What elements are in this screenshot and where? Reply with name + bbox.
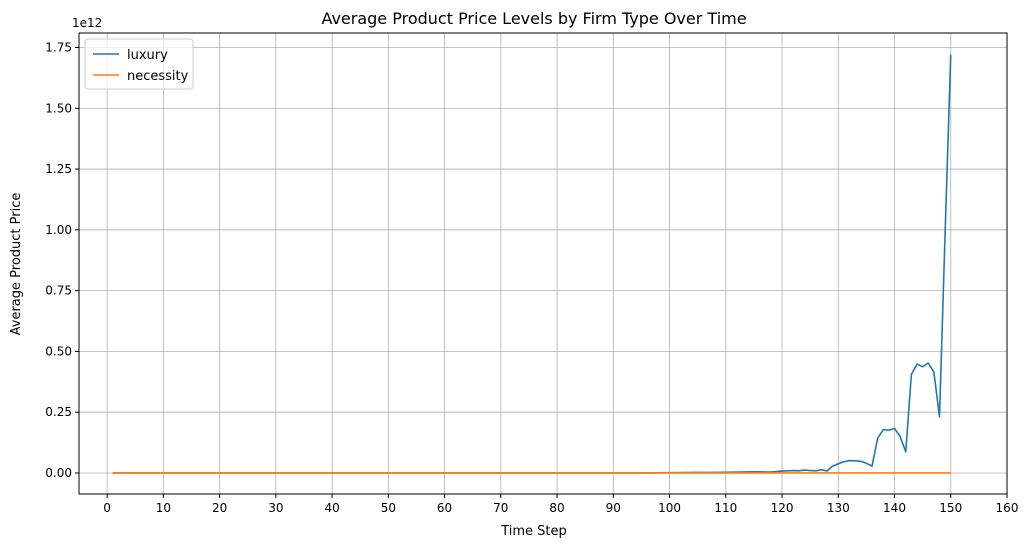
series-line-luxury bbox=[112, 54, 952, 474]
y-axis-ticks: 0.00 0.25 0.50 0.75 1.00 1.25 1.50 1.75 bbox=[45, 40, 79, 480]
legend-box bbox=[84, 38, 194, 90]
x-tick-label: 110 bbox=[714, 501, 737, 515]
x-tick-label: 40 bbox=[324, 501, 339, 515]
x-tick-label: 10 bbox=[156, 501, 171, 515]
x-tick-label: 130 bbox=[827, 501, 850, 515]
x-tick-label: 150 bbox=[939, 501, 962, 515]
y-tick-label: 1.75 bbox=[45, 40, 72, 54]
y-axis-label: Average Product Price bbox=[9, 193, 24, 336]
plot-frame bbox=[78, 32, 1008, 495]
y-tick-label: 1.00 bbox=[45, 223, 72, 237]
y-tick-label: 0.75 bbox=[45, 284, 72, 298]
x-tick-label: 20 bbox=[212, 501, 227, 515]
x-axis-label: Time Step bbox=[500, 524, 567, 539]
series-group bbox=[112, 54, 952, 474]
y-offset-label: 1e12 bbox=[72, 16, 102, 30]
x-tick-label: 100 bbox=[658, 501, 681, 515]
x-tick-label: 140 bbox=[883, 501, 906, 515]
x-tick-label: 70 bbox=[493, 501, 508, 515]
x-axis-ticks: 0 10 20 30 40 50 60 70 80 90 100 110 120 130 140 150 160 bbox=[103, 494, 1018, 515]
legend-label-necessity: necessity bbox=[127, 69, 189, 84]
legend: luxury necessity bbox=[84, 38, 194, 90]
y-tick-label: 0.00 bbox=[45, 466, 72, 480]
x-tick-label: 120 bbox=[771, 501, 794, 515]
legend-label-luxury: luxury bbox=[127, 48, 168, 63]
grid bbox=[79, 33, 1008, 494]
chart-title: Average Product Price Levels by Firm Typ… bbox=[321, 9, 746, 28]
y-tick-label: 0.25 bbox=[45, 405, 72, 419]
x-tick-label: 90 bbox=[606, 501, 621, 515]
x-tick-label: 160 bbox=[996, 501, 1019, 515]
x-tick-label: 60 bbox=[437, 501, 452, 515]
x-tick-label: 0 bbox=[103, 501, 111, 515]
y-tick-label: 0.50 bbox=[45, 344, 72, 358]
x-tick-label: 30 bbox=[268, 501, 283, 515]
x-tick-label: 50 bbox=[381, 501, 396, 515]
y-tick-label: 1.50 bbox=[45, 101, 72, 115]
x-tick-label: 80 bbox=[549, 501, 564, 515]
y-tick-label: 1.25 bbox=[45, 162, 72, 176]
